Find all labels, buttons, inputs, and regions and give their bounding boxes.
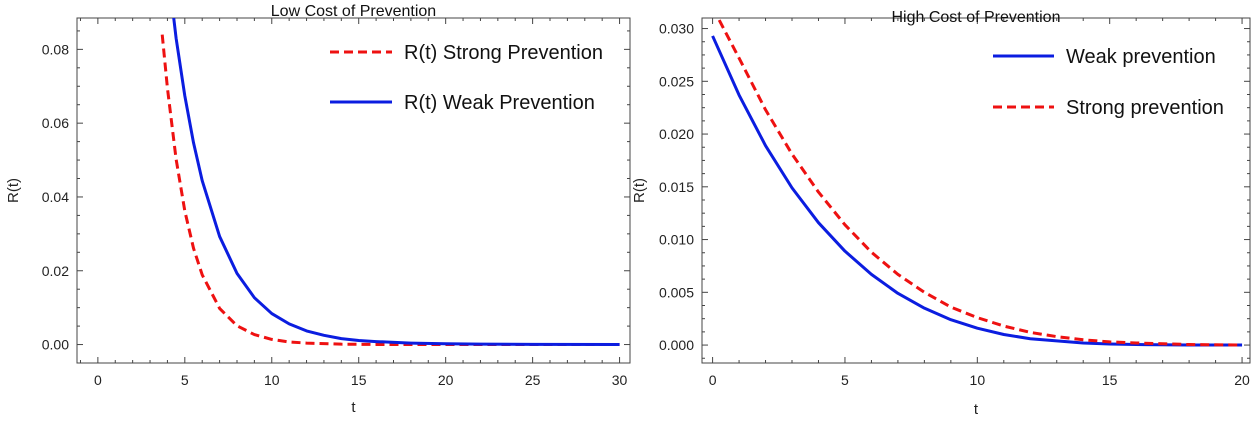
- x-tick-label: 5: [181, 372, 189, 388]
- x-tick-label: 0: [94, 372, 102, 388]
- legend-label: Weak prevention: [1066, 46, 1216, 68]
- y-tick-label: 0.00: [42, 337, 69, 353]
- series-group: [711, 19, 1243, 347]
- series-group: [160, 18, 620, 347]
- series-line-1: [160, 34, 620, 347]
- chart-panel-1: 0 5 10 15 20 25 30 0.00 0.02 0.04 0.06 0.08 Low Cost…: [5, 3, 631, 416]
- x-tick-label: 15: [351, 372, 367, 388]
- y-tick-label: 0.005: [659, 284, 694, 300]
- x-tick-label: 15: [1102, 372, 1118, 388]
- x-tick-label: 30: [612, 372, 628, 388]
- y-tick-label: 0.020: [659, 126, 694, 142]
- chart-title: High Cost of Prevention: [892, 9, 1061, 26]
- chart-title: Low Cost of Prevention: [271, 3, 436, 20]
- y-tick-label: 0.08: [42, 41, 69, 57]
- series-line-1: [711, 35, 1243, 347]
- x-tick-label: 0: [709, 372, 717, 388]
- y-tick-label: 0.02: [42, 263, 69, 279]
- plot-frame: [701, 17, 1251, 364]
- x-tick-label: 5: [841, 372, 849, 388]
- x-tick-label: 10: [264, 372, 280, 388]
- plot-frame: [76, 17, 631, 364]
- y-tick-label: 0.000: [659, 337, 694, 353]
- y-tick-label: 0.025: [659, 73, 694, 89]
- x-tick-label: 20: [438, 372, 454, 388]
- series-line-2: [717, 19, 1243, 347]
- x-tick-label: 10: [970, 372, 986, 388]
- legend-label: R(t) Weak Prevention: [404, 92, 595, 114]
- y-tick-label: 0.04: [42, 189, 69, 205]
- series-line-2: [172, 18, 620, 347]
- y-tick-label: 0.030: [659, 21, 694, 37]
- y-axis-label: R(t): [631, 178, 648, 203]
- legend-label: R(t) Strong Prevention: [404, 42, 603, 64]
- x-tick-label: 25: [525, 372, 541, 388]
- y-tick-label: 0.015: [659, 179, 694, 195]
- y-axis-label: R(t): [5, 178, 22, 203]
- y-tick-label: 0.010: [659, 232, 694, 248]
- chart-panel-2: 0 5 10 15 20 0.000 0.005 0.010 0.015 0.020 0.025 0.…: [631, 9, 1251, 418]
- x-tick-label: 20: [1234, 372, 1250, 388]
- x-axis-label: t: [974, 401, 979, 418]
- y-tick-label: 0.06: [42, 115, 69, 131]
- legend-label: Strong prevention: [1066, 97, 1224, 119]
- x-axis-label: t: [351, 399, 356, 416]
